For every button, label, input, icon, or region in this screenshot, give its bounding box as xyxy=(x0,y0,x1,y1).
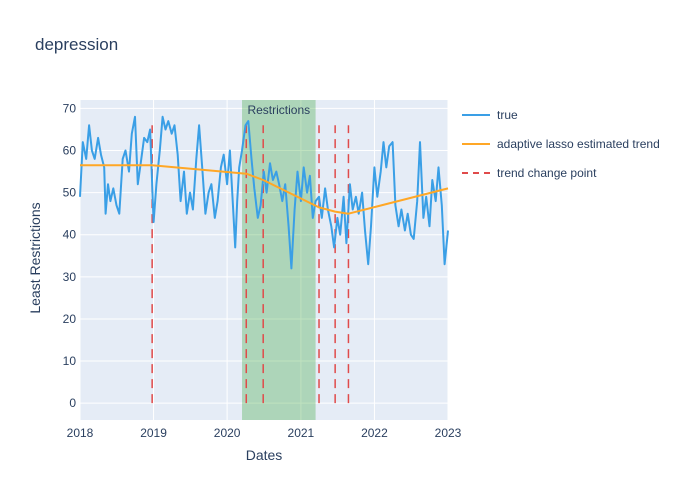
legend-label: adaptive lasso estimated trend xyxy=(497,137,660,151)
restrictions-label: Restrictions xyxy=(247,103,310,117)
plot-area: 0 10 20 30 40 50 60 70 2018 2019 2020 2021 2022 2023 R… xyxy=(63,100,462,440)
y-tick-label: 10 xyxy=(63,354,77,368)
legend: true adaptive lasso estimated trend trend … xyxy=(462,108,660,180)
x-axis-label: Dates xyxy=(246,447,283,463)
y-tick-label: 60 xyxy=(63,144,77,158)
legend-label: trend change point xyxy=(497,166,597,180)
y-tick-label: 70 xyxy=(63,101,77,115)
chart-title: depression xyxy=(35,35,118,54)
y-tick-label: 20 xyxy=(63,312,77,326)
restrictions-region xyxy=(242,100,316,420)
y-axis-label: Least Restrictions xyxy=(27,202,43,313)
y-tick-label: 0 xyxy=(69,396,76,410)
x-tick-label: 2018 xyxy=(67,426,94,440)
y-tick-label: 40 xyxy=(63,228,77,242)
y-tick-label: 30 xyxy=(63,270,77,284)
x-tick-label: 2019 xyxy=(140,426,167,440)
series-line-trend xyxy=(80,164,449,215)
series-line-true xyxy=(79,115,449,270)
x-tick-label: 2020 xyxy=(214,426,241,440)
x-tick-label: 2022 xyxy=(361,426,388,440)
legend-label: true xyxy=(497,108,518,122)
x-tick-label: 2023 xyxy=(435,426,462,440)
y-tick-label: 50 xyxy=(63,186,77,200)
x-tick-label: 2021 xyxy=(288,426,315,440)
